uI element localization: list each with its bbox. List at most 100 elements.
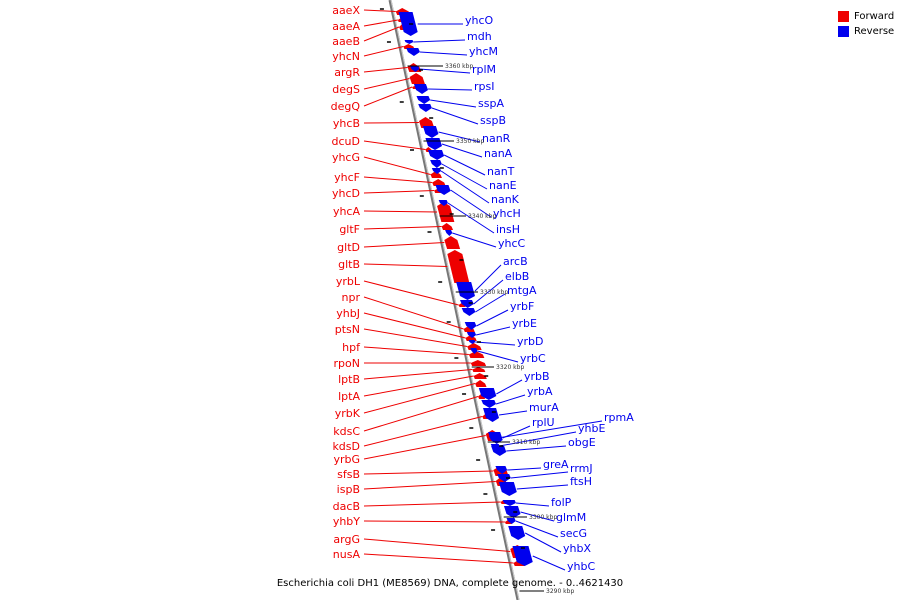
gene-label-sspA: sspA bbox=[478, 97, 504, 110]
gene-gltD-block bbox=[444, 236, 461, 249]
gene-yrbD-block bbox=[468, 340, 476, 344]
gene-yhcA-block bbox=[437, 202, 455, 222]
gene-label-nanT: nanT bbox=[487, 165, 515, 178]
gene-folP-block bbox=[502, 500, 516, 506]
gene-yrbC-block bbox=[470, 348, 478, 354]
gene-label-yhcN: yhcN bbox=[332, 50, 360, 63]
gene-glmM-connector bbox=[520, 511, 555, 522]
gene-label-mtgA: mtgA bbox=[507, 284, 537, 297]
gene-mdh-block bbox=[404, 40, 414, 44]
gene-yrbK-connector bbox=[363, 383, 476, 414]
gene-aaeX-connector bbox=[363, 9, 396, 12]
gene-lptB-connector bbox=[363, 369, 473, 380]
gene-label-lptA: lptA bbox=[338, 390, 360, 403]
gene-rpsI-block bbox=[413, 84, 429, 94]
gene-yrbE-connector bbox=[475, 326, 511, 336]
legend-item-forward: Forward bbox=[838, 9, 894, 24]
gene-murA-block bbox=[483, 408, 500, 422]
gene-nanT-block bbox=[428, 150, 445, 160]
gene-label-rpsI: rpsI bbox=[474, 80, 494, 93]
gene-kdsD-connector bbox=[363, 416, 483, 447]
gene-sspB-connector bbox=[431, 107, 479, 125]
gene-ispB-connector bbox=[363, 481, 496, 490]
gene-kdsC-connector bbox=[363, 396, 479, 432]
gene-label-yhcC: yhcC bbox=[498, 237, 526, 250]
gene-label-gltB: gltB bbox=[338, 258, 360, 271]
gene-label-yrbF: yrbF bbox=[510, 300, 534, 313]
gene-yhbY-block bbox=[504, 520, 512, 524]
gene-yhcF-connector bbox=[363, 176, 433, 183]
gene-label-elbB: elbB bbox=[505, 270, 529, 283]
gene-gltD-connector bbox=[363, 242, 445, 248]
gene-sspB-block bbox=[418, 104, 432, 112]
gene-dcuD-connector bbox=[363, 140, 426, 150]
gene-aaeA-connector bbox=[363, 19, 398, 27]
gene-yhbX-connector bbox=[524, 532, 562, 553]
gene-yrbD-connector bbox=[475, 341, 516, 346]
gene-label-ftsH: ftsH bbox=[570, 475, 592, 488]
gene-obgE-connector bbox=[506, 445, 567, 452]
gene-nanE-block bbox=[430, 160, 442, 168]
gene-label-mdh: mdh bbox=[467, 30, 492, 43]
gene-label-gltD: gltD bbox=[337, 241, 360, 254]
gene-arcB-block bbox=[456, 282, 475, 300]
legend: Forward Reverse bbox=[838, 9, 894, 39]
gene-nusA-connector bbox=[363, 553, 514, 564]
reverse-swatch bbox=[838, 26, 849, 37]
gene-label-rrmJ: rrmJ bbox=[570, 462, 593, 475]
gene-rplM-connector bbox=[419, 68, 471, 74]
gene-npr-connector bbox=[363, 296, 464, 330]
gene-label-yhcM: yhcM bbox=[469, 45, 498, 58]
gene-label-rpoN: rpoN bbox=[334, 357, 360, 370]
gene-yhcH-connector bbox=[450, 189, 492, 218]
scale-label: 3350 kbp bbox=[456, 138, 484, 145]
gene-label-kdsC: kdsC bbox=[333, 425, 360, 438]
gene-label-nusA: nusA bbox=[333, 548, 361, 561]
gene-hpf-connector bbox=[363, 346, 469, 355]
gene-degS-connector bbox=[363, 78, 410, 90]
gene-yhcF-block bbox=[432, 179, 446, 186]
gene-glmM-block bbox=[503, 506, 521, 518]
gene-yhcA-connector bbox=[363, 210, 438, 213]
gene-sspA-connector bbox=[430, 99, 477, 108]
gene-nanA-connector bbox=[441, 143, 483, 158]
gene-yrbC-connector bbox=[477, 350, 519, 363]
gene-label-ptsN: ptsN bbox=[335, 323, 360, 336]
gene-lptA-connector bbox=[363, 375, 474, 397]
gene-label-folP: folP bbox=[551, 496, 572, 509]
gene-yhcO-block bbox=[398, 12, 418, 36]
gene-label-yhcH: yhcH bbox=[493, 207, 521, 220]
gene-label-nanR: nanR bbox=[482, 132, 511, 145]
gene-label-argG: argG bbox=[333, 533, 360, 546]
gene-label-yhbJ: yhbJ bbox=[336, 307, 360, 320]
gene-gltF-block bbox=[441, 223, 454, 230]
scale-label: 3300 kbp bbox=[529, 514, 557, 521]
gene-nanK-connector bbox=[440, 170, 490, 204]
gene-label-yhbC: yhbC bbox=[567, 560, 595, 573]
gene-yrbA-connector bbox=[495, 394, 526, 405]
gene-yhbC-connector bbox=[532, 555, 566, 571]
gene-yrbF-connector bbox=[476, 309, 509, 327]
gene-label-murA: murA bbox=[529, 401, 559, 414]
gene-npr-block bbox=[463, 326, 475, 332]
gene-degQ-connector bbox=[363, 86, 413, 107]
gene-greA-connector bbox=[507, 467, 542, 471]
gene-yrbL-connector bbox=[363, 280, 459, 306]
gene-label-yrbA: yrbA bbox=[527, 385, 553, 398]
gene-yhbJ-block bbox=[465, 335, 477, 341]
gene-label-yhcA: yhcA bbox=[333, 205, 361, 218]
gene-label-yrbB: yrbB bbox=[524, 370, 550, 383]
gene-label-yhcD: yhcD bbox=[332, 187, 360, 200]
gene-label-npr: npr bbox=[342, 291, 361, 304]
gene-label-yrbD: yrbD bbox=[517, 335, 544, 348]
gene-yhcG-block bbox=[430, 171, 442, 178]
scale-label: 3330 kbp bbox=[480, 289, 508, 296]
gene-label-ispB: ispB bbox=[337, 483, 360, 496]
gene-mdh-connector bbox=[413, 39, 466, 43]
gene-rpmA-connector bbox=[497, 420, 603, 439]
gene-mtgA-block bbox=[461, 308, 476, 316]
gene-kdsC-block bbox=[478, 394, 486, 399]
gene-insH-connector bbox=[447, 202, 495, 234]
gene-yhbE-connector bbox=[499, 431, 577, 447]
gene-label-nanA: nanA bbox=[484, 147, 513, 160]
